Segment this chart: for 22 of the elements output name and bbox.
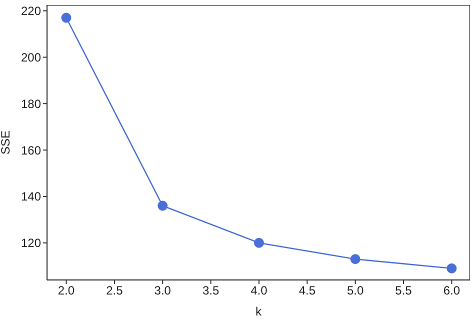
x-axis-title: k <box>256 304 262 319</box>
point <box>254 238 264 248</box>
point <box>158 200 168 211</box>
y-axis-title: SSE <box>0 130 12 155</box>
x-tick-label: 2.0 <box>58 284 75 298</box>
point <box>350 254 360 264</box>
y-tick-label: 200 <box>20 50 42 64</box>
x-tick-label: 4.5 <box>298 284 316 298</box>
x-tick-label: 5.0 <box>346 284 364 298</box>
y-tick-label: 120 <box>20 236 42 250</box>
y-tick-label: 220 <box>20 4 42 18</box>
y-tick-label: 180 <box>20 96 42 111</box>
x-tick-label: 2.5 <box>106 284 124 298</box>
y-tick-label: 160 <box>20 143 42 158</box>
x-tick-label: 3.0 <box>154 284 172 298</box>
point <box>446 263 457 274</box>
point <box>61 12 72 23</box>
x-tick-label: 3.5 <box>202 284 220 298</box>
x-tick-label: 5.5 <box>395 284 412 298</box>
x-tick-label: 6.0 <box>443 284 460 298</box>
x-tick-label: 4.0 <box>250 284 268 298</box>
y-tick-label: 140 <box>20 190 42 204</box>
